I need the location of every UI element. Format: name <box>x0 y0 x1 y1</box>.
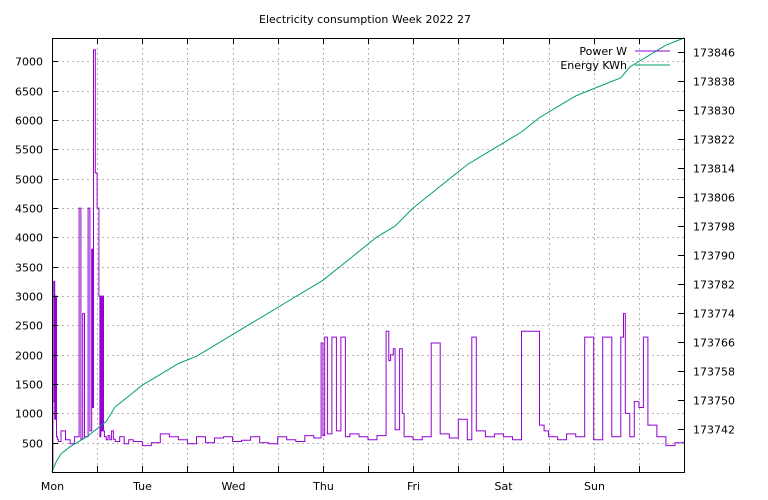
y-tick-label: 1500 <box>15 379 43 392</box>
y-tick-label: 5000 <box>15 174 43 187</box>
y2-tick-label: 173766 <box>693 337 735 350</box>
y-tick-label: 7000 <box>15 56 43 69</box>
x-tick-label: Tue <box>132 480 152 493</box>
series-line-power <box>52 49 685 467</box>
y-tick-label: 1000 <box>15 408 43 421</box>
y2-tick-label: 173798 <box>693 221 735 234</box>
grid <box>52 38 684 472</box>
y-tick-label: 4500 <box>15 203 43 216</box>
x-tick-label: Fri <box>407 480 420 493</box>
series-line-energy <box>51 37 685 473</box>
y2-tick-label: 173790 <box>693 250 735 263</box>
y2-tick-label: 173830 <box>693 105 735 118</box>
y-tick-label: 6500 <box>15 86 43 99</box>
y2-tick-label: 173806 <box>693 192 735 205</box>
y2-tick-label: 173774 <box>693 308 735 321</box>
legend-label-energy: Energy KWh <box>560 59 627 72</box>
y-tick-label: 5500 <box>15 144 43 157</box>
y2-tick-label: 173758 <box>693 366 735 379</box>
x-tick-label: Wed <box>222 480 246 493</box>
x-tick-label: Thu <box>312 480 334 493</box>
y-tick-label: 6000 <box>15 115 43 128</box>
legend: Power W Energy KWh <box>560 45 670 72</box>
y2-tick-label: 173750 <box>693 395 735 408</box>
y-tick-label: 4000 <box>15 232 43 245</box>
x-tick-label: Sat <box>494 480 513 493</box>
y-tick-label: 500 <box>22 438 43 451</box>
y2-tick-label: 173838 <box>693 76 735 89</box>
x-tick-label: Mon <box>41 480 64 493</box>
y2-tick-label: 173822 <box>693 134 735 147</box>
y2-tick-label: 173814 <box>693 163 735 176</box>
y-tick-label: 3000 <box>15 291 43 304</box>
y2-tick-label: 173742 <box>693 424 735 437</box>
y-tick-label: 3500 <box>15 262 43 275</box>
y2-tick-label: 173782 <box>693 279 735 292</box>
chart-title: Electricity consumption Week 2022 27 <box>259 13 471 26</box>
legend-label-power: Power W <box>579 45 627 58</box>
x-tick-label: Sun <box>584 480 605 493</box>
series-layer <box>51 37 685 473</box>
y2-tick-label: 173846 <box>693 47 735 60</box>
y-tick-label: 2500 <box>15 320 43 333</box>
axis-ticks: 500 1000 1500 2000 2500 3000 3500 4000 4500 5000 5… <box>15 38 735 493</box>
y-tick-label: 2000 <box>15 350 43 363</box>
